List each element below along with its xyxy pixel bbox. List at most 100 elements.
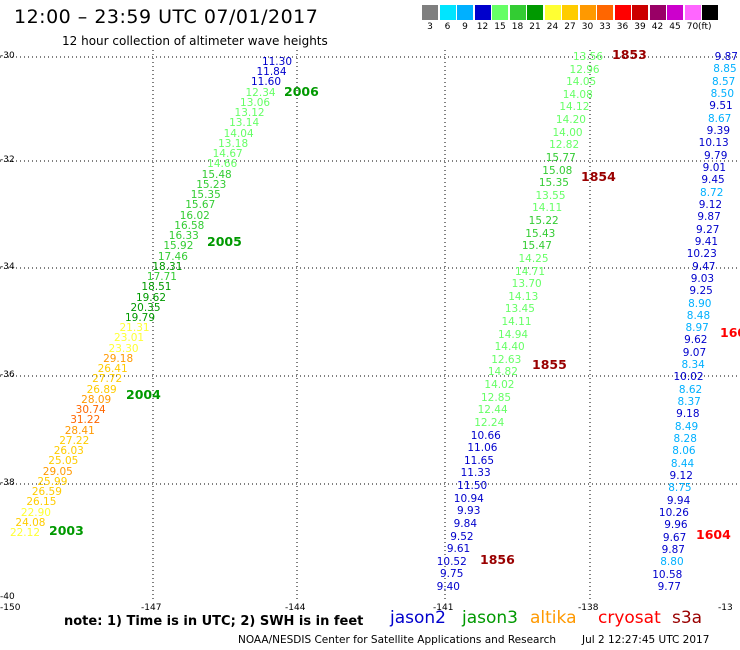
legend-swatch [457, 5, 473, 20]
legend-swatch [684, 5, 701, 20]
wave-height-value: 8.75 [668, 482, 692, 495]
wave-height-value: 8.37 [677, 396, 701, 409]
wave-height-value: 25.99 [37, 475, 68, 488]
wave-height-value: 30.74 [75, 404, 106, 417]
wave-height-value: 8.49 [674, 420, 699, 433]
wave-height-value: 15.48 [201, 168, 232, 181]
time-label: 2006 [284, 84, 319, 99]
wave-height-value: 11.65 [463, 454, 495, 467]
wave-height-value: 13.55 [535, 189, 566, 202]
wave-height-value: 28.41 [64, 424, 95, 437]
wave-height-value: 15.35 [190, 189, 221, 202]
legend-swatch [439, 5, 456, 20]
legend-label: 36 [616, 22, 629, 32]
legend-swatch [422, 5, 438, 20]
time-label: 1856 [480, 552, 515, 567]
wave-height-value: 14.05 [566, 76, 597, 89]
wave-height-value: 13.12 [234, 107, 265, 120]
wave-height-value: 10.02 [673, 371, 704, 384]
wave-height-value: 28.09 [81, 393, 112, 406]
wave-height-value: 8.67 [707, 112, 732, 125]
wave-height-value: 15.22 [528, 215, 559, 228]
wave-height-value: 26.41 [97, 363, 128, 376]
legend-swatch [614, 5, 631, 20]
legend-label: 9 [462, 22, 468, 32]
wave-height-value: 14.94 [498, 328, 529, 341]
legend-label: 15 [494, 22, 506, 32]
lat-label: -30 [0, 51, 15, 61]
wave-height-value: 14.12 [559, 101, 590, 114]
legend-swatch [492, 5, 508, 20]
wave-height-value: 9.93 [457, 505, 481, 518]
wave-height-value: 10.13 [698, 137, 729, 150]
map-title: 12:00 – 23:59 UTC 07/01/2017 [14, 6, 319, 28]
lat-label: -40 [0, 592, 15, 602]
legend-swatch [702, 5, 718, 20]
wave-height-value: 14.40 [494, 341, 525, 354]
wave-height-value: 10.66 [470, 429, 501, 442]
wave-height-value: 22.12 [9, 527, 40, 539]
satellite-name: cryosat [598, 608, 661, 628]
credit-text: NOAA/NESDIS Center for Satellite Applica… [238, 634, 556, 646]
wave-height-value: 27.72 [92, 373, 123, 386]
legend-label: 42 [651, 22, 664, 32]
wave-height-value: 11.33 [460, 467, 491, 480]
wave-height-value: 9.87 [714, 51, 738, 63]
legend-label: 70 [686, 22, 699, 32]
wave-height-value: 9.12 [669, 470, 693, 483]
legend-swatch [474, 5, 491, 20]
wave-height-value: 8.85 [713, 63, 737, 76]
wave-height-value: 9.94 [666, 494, 691, 507]
satellite-name: altika [530, 608, 577, 628]
wave-height-value: 9.96 [664, 519, 688, 532]
lon-label: -141 [433, 603, 454, 613]
legend-label: 12 [476, 22, 489, 32]
legend-swatch [649, 5, 666, 20]
wave-height-value: 14.00 [552, 126, 583, 139]
time-label: 2003 [49, 523, 84, 538]
wave-height-value: 12.24 [474, 416, 505, 429]
wave-height-value: 8.50 [710, 87, 735, 100]
wave-height-value: 26.59 [31, 486, 62, 499]
wave-height-value: 9.62 [684, 334, 708, 347]
wave-height-value: 15.43 [525, 227, 556, 240]
wave-height-value: 8.34 [681, 359, 705, 372]
legend-label: 30 [581, 22, 594, 32]
wave-height-value: 9.61 [446, 543, 471, 556]
wave-height-value: 14.13 [508, 290, 539, 303]
wave-height-value: 14.67 [212, 148, 243, 161]
wave-height-value: 29.05 [42, 465, 73, 478]
legend-swatch [667, 5, 683, 20]
legend-label: 3 [427, 22, 433, 32]
wave-height-value: 9.87 [661, 544, 685, 557]
lat-label: -34 [0, 262, 15, 272]
lat-label: -36 [0, 370, 15, 380]
wave-height-value: 21.31 [119, 322, 150, 335]
wave-height-value: 9.84 [453, 517, 478, 530]
wave-height-value: 14.11 [501, 316, 532, 328]
wave-height-value: 16.33 [168, 230, 199, 243]
time-label: 1855 [532, 357, 567, 372]
wave-height-value: 17.46 [157, 250, 188, 263]
wave-height-value: 9.40 [436, 581, 460, 593]
wave-height-value: 9.67 [662, 531, 687, 544]
wave-height-value: 31.22 [70, 414, 101, 427]
wave-height-value: 15.67 [185, 199, 216, 212]
legend-unit: (ft) [698, 22, 712, 32]
lon-label: -150 [0, 603, 21, 613]
wave-height-value: 12.85 [481, 391, 512, 404]
wave-height-value: 9.07 [682, 346, 707, 359]
wave-height-value: 23.01 [114, 332, 145, 345]
lon-label: -144 [285, 603, 306, 613]
wave-height-value: 9.87 [697, 211, 721, 224]
wave-height-value: 13.70 [511, 278, 542, 291]
wave-height-value: 29.18 [103, 352, 134, 365]
satellite-name: jason3 [462, 608, 518, 628]
wave-height-value: 8.90 [688, 297, 712, 310]
wave-height-value: 10.52 [436, 555, 467, 568]
time-label: 1604 [696, 527, 731, 542]
legend-label: 21 [529, 22, 541, 32]
wave-height-value: 15.92 [163, 240, 194, 253]
wave-height-value: 8.48 [686, 309, 711, 322]
satellite-name: s3a [672, 608, 703, 628]
